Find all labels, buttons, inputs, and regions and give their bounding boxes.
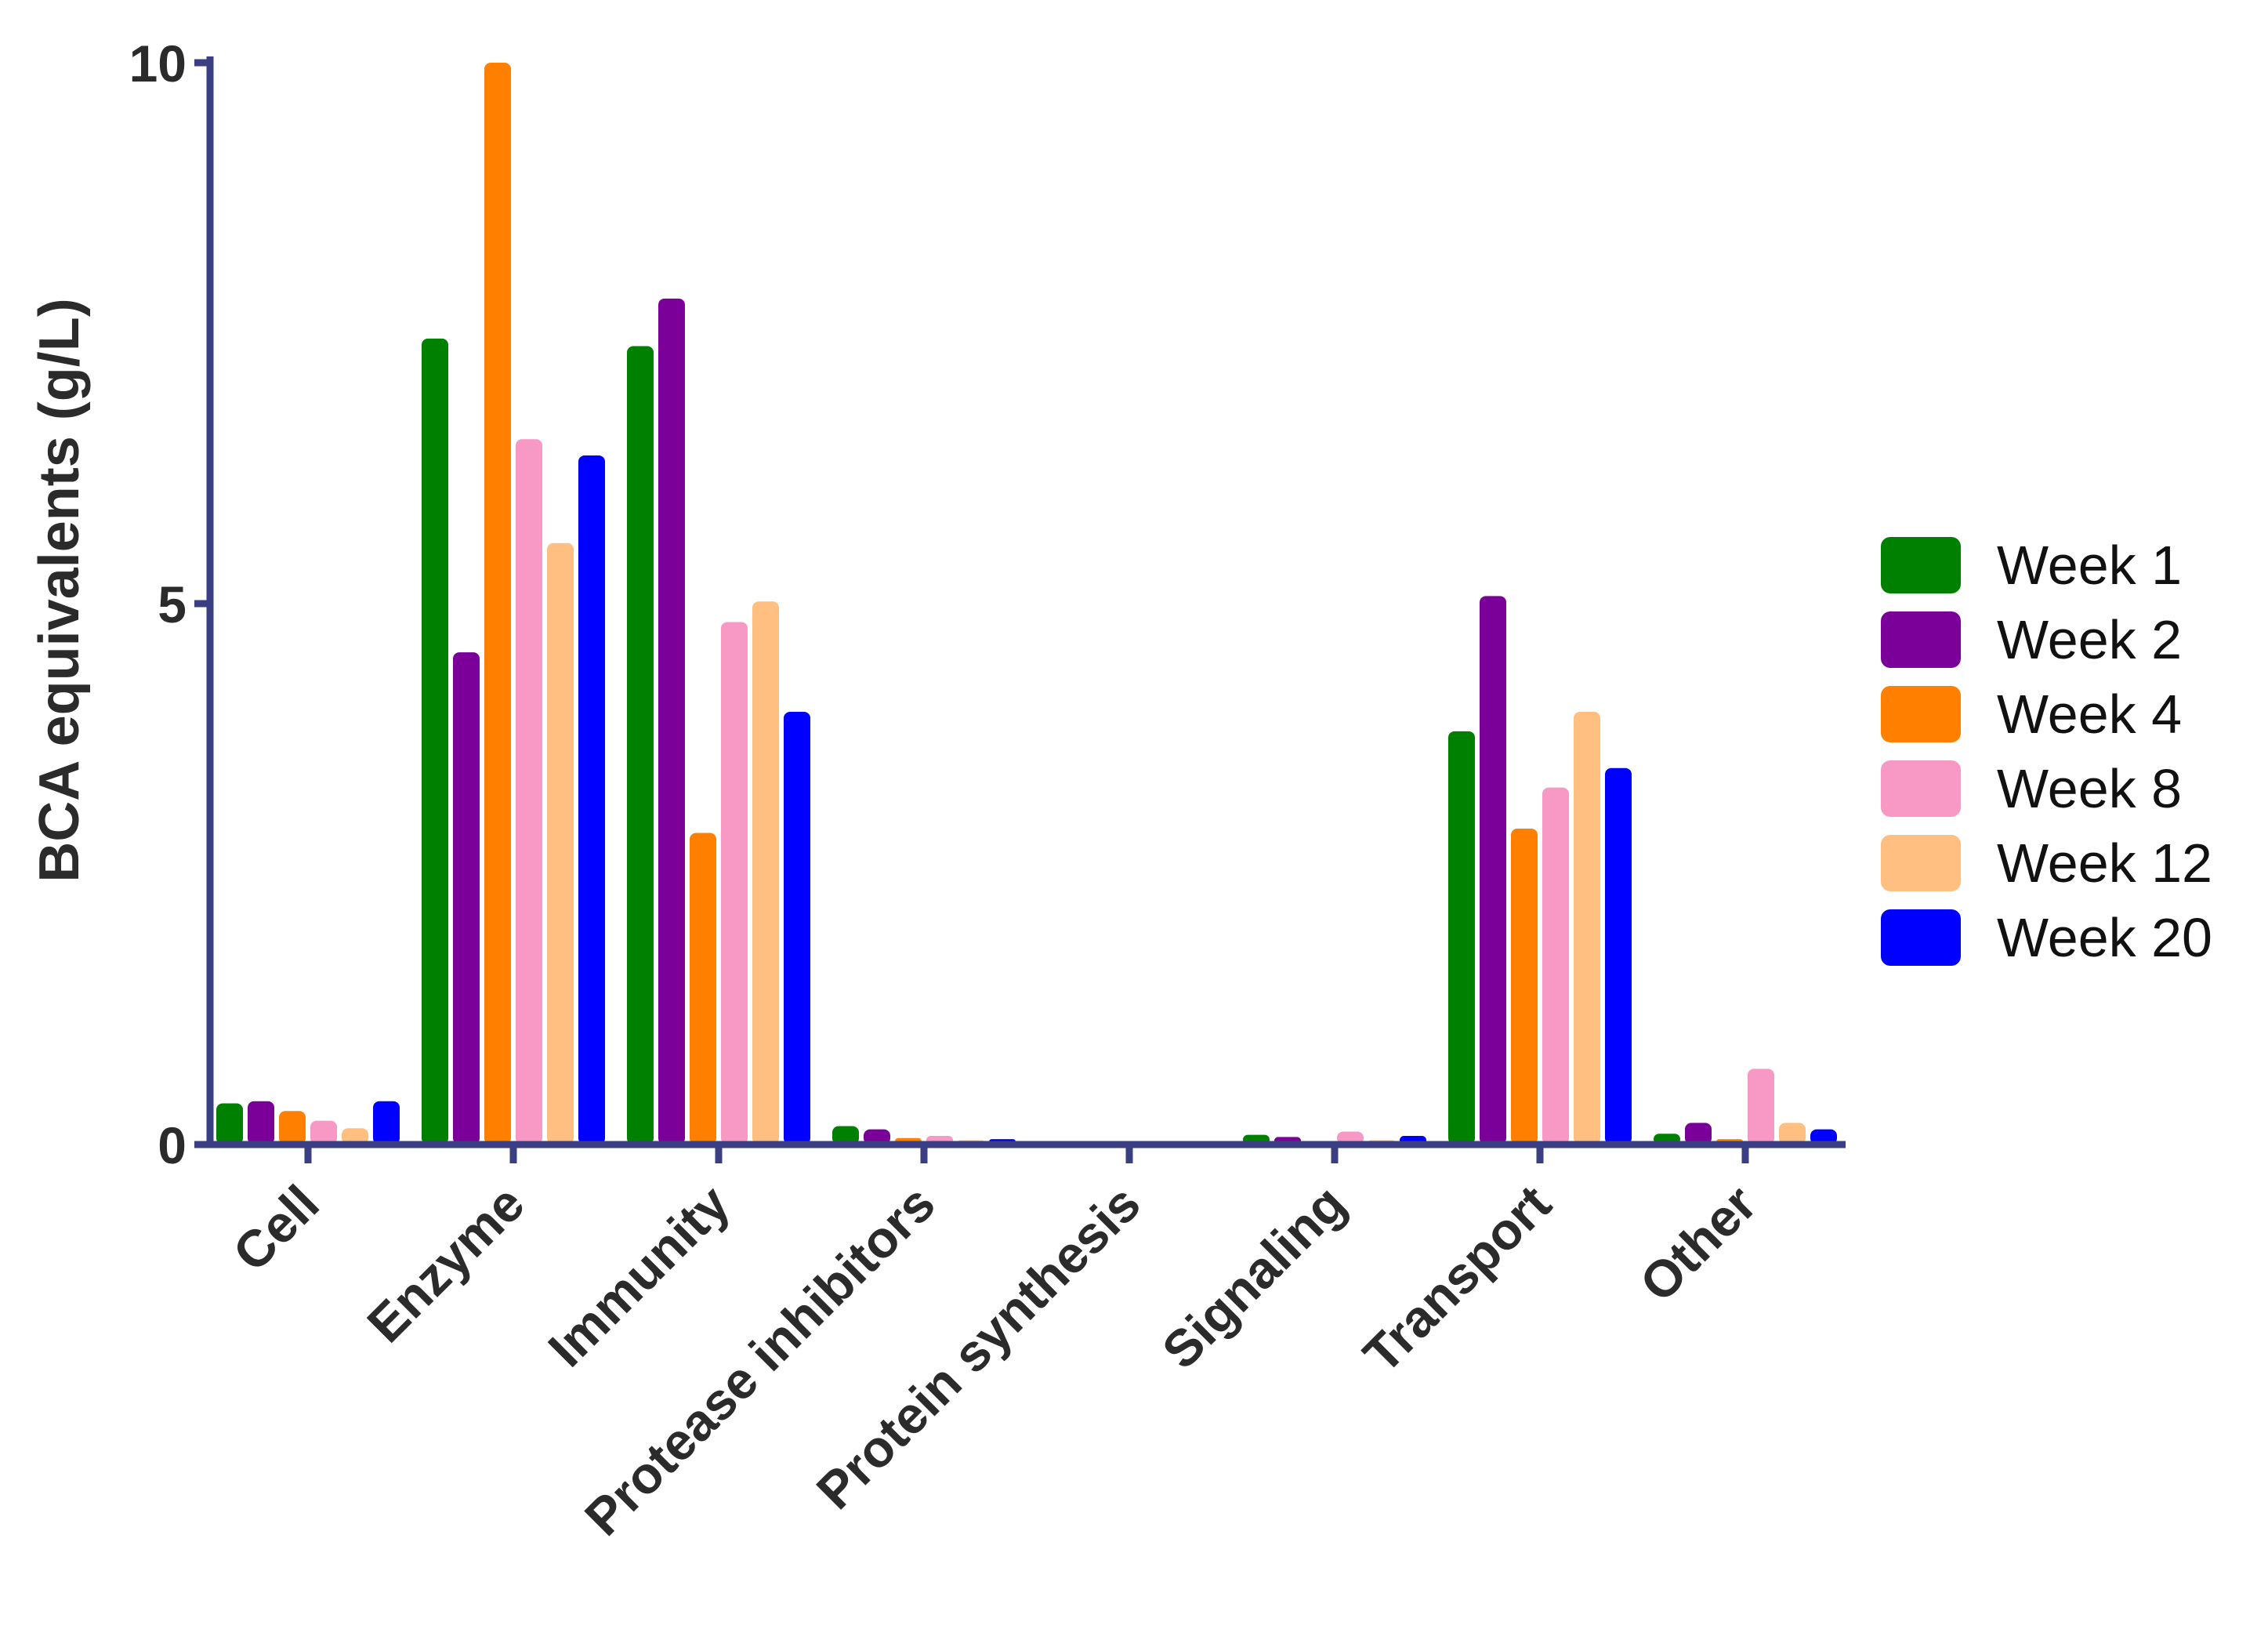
bar-enzyme-week-12 bbox=[547, 542, 574, 1145]
bar-immunity-week-20 bbox=[784, 712, 810, 1145]
y-tick-label-5: 5 bbox=[158, 575, 187, 633]
y-axis-label: BCA equivalents (g/L) bbox=[28, 298, 91, 882]
legend-swatch-week-4 bbox=[1881, 686, 1961, 742]
bar-immunity-week-12 bbox=[752, 601, 779, 1145]
x-tick-label-cell: Cell bbox=[222, 1174, 330, 1283]
legend-swatch-week-12 bbox=[1881, 835, 1961, 891]
bar-immunity-week-1 bbox=[627, 346, 654, 1145]
legend-swatch-week-1 bbox=[1881, 537, 1961, 593]
legend-swatch-week-2 bbox=[1881, 611, 1961, 668]
bar-immunity-week-8 bbox=[721, 622, 748, 1145]
x-tick-label-protease-inhibitors: Protease inhibitors bbox=[574, 1174, 946, 1547]
legend-label-week-1: Week 1 bbox=[1997, 535, 2182, 596]
bar-cell-week-12 bbox=[342, 1128, 368, 1145]
bar-cell-week-1 bbox=[216, 1103, 243, 1145]
x-tick-label-signaling: Signaling bbox=[1151, 1174, 1357, 1380]
bar-transport-week-4 bbox=[1511, 829, 1538, 1145]
bar-immunity-week-4 bbox=[690, 833, 716, 1145]
bar-transport-week-1 bbox=[1448, 731, 1475, 1145]
y-tick-label-0: 0 bbox=[158, 1116, 187, 1174]
x-tick-label-other: Other bbox=[1629, 1174, 1767, 1313]
bar-immunity-week-2 bbox=[658, 298, 685, 1145]
legend-label-week-12: Week 12 bbox=[1997, 833, 2212, 894]
x-tick-label-enzyme: Enzyme bbox=[356, 1174, 535, 1354]
bar-cell-week-20 bbox=[373, 1101, 400, 1145]
bar-other-week-8 bbox=[1748, 1068, 1774, 1145]
legend-label-week-8: Week 8 bbox=[1997, 758, 2182, 819]
y-ticks-group: 0 5 10 bbox=[129, 34, 210, 1174]
y-tick-label-10: 10 bbox=[129, 34, 187, 93]
bar-other-week-2 bbox=[1685, 1123, 1712, 1145]
bar-enzyme-week-8 bbox=[516, 439, 542, 1145]
legend-label-week-20: Week 20 bbox=[1997, 907, 2212, 968]
x-tick-label-transport: Transport bbox=[1352, 1174, 1562, 1384]
bar-protease-inhibitors-week-2 bbox=[864, 1129, 890, 1145]
bars-group bbox=[216, 63, 1837, 1145]
bar-cell-week-4 bbox=[279, 1111, 306, 1145]
bar-other-week-12 bbox=[1779, 1123, 1806, 1145]
bar-other-week-20 bbox=[1810, 1129, 1837, 1145]
bar-protease-inhibitors-week-1 bbox=[832, 1126, 859, 1145]
bar-enzyme-week-4 bbox=[484, 63, 511, 1145]
legend-label-week-4: Week 4 bbox=[1997, 684, 2182, 745]
bar-transport-week-20 bbox=[1605, 767, 1632, 1145]
legend-swatch-week-8 bbox=[1881, 760, 1961, 817]
legend-swatch-week-20 bbox=[1881, 909, 1961, 966]
bar-cell-week-2 bbox=[248, 1101, 274, 1145]
bar-enzyme-week-1 bbox=[422, 338, 448, 1145]
bar-enzyme-week-20 bbox=[578, 455, 605, 1145]
bar-enzyme-week-2 bbox=[453, 652, 480, 1145]
legend-label-week-2: Week 2 bbox=[1997, 609, 2182, 670]
bar-transport-week-12 bbox=[1574, 712, 1600, 1145]
bar-cell-week-8 bbox=[310, 1120, 337, 1145]
bar-transport-week-2 bbox=[1480, 596, 1506, 1145]
legend: Week 1 Week 2 Week 4 Week 8 Week 12 Week 20 bbox=[1881, 535, 2212, 968]
x-tick-label-immunity: Immunity bbox=[537, 1174, 741, 1377]
bar-transport-week-8 bbox=[1542, 787, 1569, 1145]
